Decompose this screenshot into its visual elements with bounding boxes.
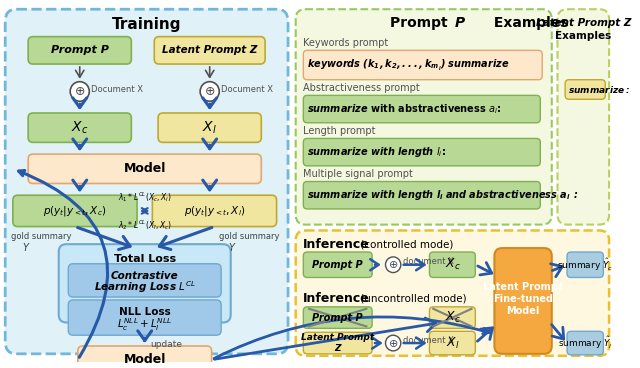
Text: Length prompt: Length prompt (303, 125, 376, 136)
Text: $\bfit{keywords\ (k_1, k_2, ..., k_{m_i})\ summarize}$: $\bfit{keywords\ (k_1, k_2, ..., k_{m_i}… (307, 57, 509, 72)
Text: Latent Prompt Z: Latent Prompt Z (536, 18, 631, 28)
Text: gold summary: gold summary (220, 232, 280, 241)
Text: $\oplus$: $\oplus$ (204, 85, 215, 98)
Text: Document X: Document X (92, 85, 143, 94)
Text: $\bfit{summarize\ with\ length}$ $l_i$:: $\bfit{summarize\ with\ length}$ $l_i$: (307, 145, 446, 159)
Text: $\lambda_2 * L^{CL}(X_l,X_c)$: $\lambda_2 * L^{CL}(X_l,X_c)$ (118, 218, 172, 231)
Text: Total Loss: Total Loss (114, 254, 176, 264)
FancyBboxPatch shape (495, 248, 552, 354)
Text: Abstractiveness prompt: Abstractiveness prompt (303, 82, 420, 92)
Text: $X_c$: $X_c$ (71, 120, 88, 136)
FancyBboxPatch shape (303, 252, 372, 277)
Text: document X: document X (403, 257, 454, 266)
Text: Prompt P: Prompt P (312, 260, 363, 270)
Text: (controlled mode): (controlled mode) (357, 239, 453, 249)
Text: Examples: Examples (489, 16, 568, 30)
Text: Fine-tuned: Fine-tuned (493, 294, 553, 304)
FancyBboxPatch shape (567, 252, 604, 277)
Text: P: P (455, 16, 465, 30)
FancyBboxPatch shape (28, 154, 261, 184)
FancyBboxPatch shape (429, 331, 476, 355)
Text: update: update (150, 340, 182, 348)
Text: document X: document X (403, 336, 454, 344)
Text: Y: Y (229, 243, 235, 253)
FancyBboxPatch shape (296, 9, 552, 224)
Text: Prompt P: Prompt P (51, 45, 109, 55)
Text: Training: Training (112, 17, 181, 32)
FancyBboxPatch shape (59, 244, 230, 322)
Text: Latent Prompt
Z: Latent Prompt Z (301, 333, 374, 353)
FancyBboxPatch shape (158, 113, 261, 142)
FancyBboxPatch shape (567, 331, 604, 355)
Text: Keywords prompt: Keywords prompt (303, 38, 388, 47)
Text: summary $\hat{Y}_l$: summary $\hat{Y}_l$ (558, 335, 612, 351)
Text: Model: Model (506, 306, 540, 316)
FancyBboxPatch shape (13, 195, 137, 227)
Text: (uncontrolled mode): (uncontrolled mode) (357, 294, 467, 304)
Text: $p(y_t|y_{<t},X_c)$: $p(y_t|y_{<t},X_c)$ (44, 204, 107, 218)
Circle shape (385, 335, 401, 351)
FancyBboxPatch shape (5, 9, 288, 354)
FancyBboxPatch shape (429, 252, 476, 277)
FancyBboxPatch shape (303, 138, 540, 166)
FancyBboxPatch shape (429, 307, 476, 328)
Text: $X_l$: $X_l$ (202, 120, 217, 136)
Text: Learning Loss $L^{CL}$: Learning Loss $L^{CL}$ (93, 279, 196, 295)
Text: Model: Model (124, 162, 166, 175)
Circle shape (70, 82, 90, 101)
Text: $\bfit{summarize\ with\ length\ } l_i\ \bfit{and\ abstractiveness\ } a_i\ :$: $\bfit{summarize\ with\ length\ } l_i\ \… (307, 188, 579, 202)
Text: $X_c$: $X_c$ (445, 257, 460, 272)
Text: $L_c^{NLL} + L_l^{NLL}$: $L_c^{NLL} + L_l^{NLL}$ (117, 316, 172, 333)
FancyBboxPatch shape (152, 195, 276, 227)
Text: Multiple signal prompt: Multiple signal prompt (303, 169, 413, 179)
Text: $\lambda_1 * L^{CL}(X_c,X_l)$: $\lambda_1 * L^{CL}(X_c,X_l)$ (118, 190, 172, 204)
Text: Inference: Inference (303, 293, 370, 305)
Text: $\oplus$: $\oplus$ (74, 85, 85, 98)
FancyBboxPatch shape (557, 9, 609, 224)
Text: $\bfit{summarize:}$: $\bfit{summarize:}$ (568, 84, 630, 95)
FancyBboxPatch shape (303, 181, 540, 209)
Text: summary $\hat{Y}_c$: summary $\hat{Y}_c$ (557, 256, 613, 273)
FancyBboxPatch shape (296, 230, 609, 356)
Text: Examples: Examples (555, 31, 611, 40)
Text: $\oplus$: $\oplus$ (388, 259, 398, 270)
Text: Y: Y (22, 243, 28, 253)
Circle shape (385, 257, 401, 273)
FancyBboxPatch shape (154, 37, 265, 64)
FancyBboxPatch shape (28, 113, 131, 142)
Circle shape (200, 82, 220, 101)
FancyBboxPatch shape (28, 37, 131, 64)
Text: Model: Model (124, 353, 166, 366)
Text: NLL Loss: NLL Loss (119, 307, 171, 317)
Text: gold summary: gold summary (11, 232, 72, 241)
FancyBboxPatch shape (303, 332, 372, 354)
Text: Prompt P: Prompt P (312, 312, 363, 323)
Text: $X_l$: $X_l$ (445, 336, 459, 351)
FancyBboxPatch shape (303, 50, 542, 80)
Text: Latent Prompt: Latent Prompt (483, 282, 563, 292)
FancyBboxPatch shape (68, 264, 221, 297)
Text: Document X: Document X (221, 85, 273, 94)
Text: Inference: Inference (303, 238, 370, 251)
FancyBboxPatch shape (303, 95, 540, 123)
FancyBboxPatch shape (303, 307, 372, 328)
FancyBboxPatch shape (78, 346, 212, 368)
FancyBboxPatch shape (68, 300, 221, 335)
Text: $\bfit{summarize}$ with abstractiveness $a_i$:: $\bfit{summarize}$ with abstractiveness … (307, 102, 502, 116)
Text: $X_c$: $X_c$ (445, 310, 460, 325)
Text: Latent Prompt Z: Latent Prompt Z (162, 45, 257, 55)
Text: Prompt: Prompt (390, 16, 458, 30)
FancyBboxPatch shape (565, 80, 605, 99)
Text: $p(y_t|y_{<t},X_l)$: $p(y_t|y_{<t},X_l)$ (184, 204, 245, 218)
Text: Contrastive: Contrastive (111, 272, 179, 282)
Text: $\oplus$: $\oplus$ (388, 337, 398, 348)
